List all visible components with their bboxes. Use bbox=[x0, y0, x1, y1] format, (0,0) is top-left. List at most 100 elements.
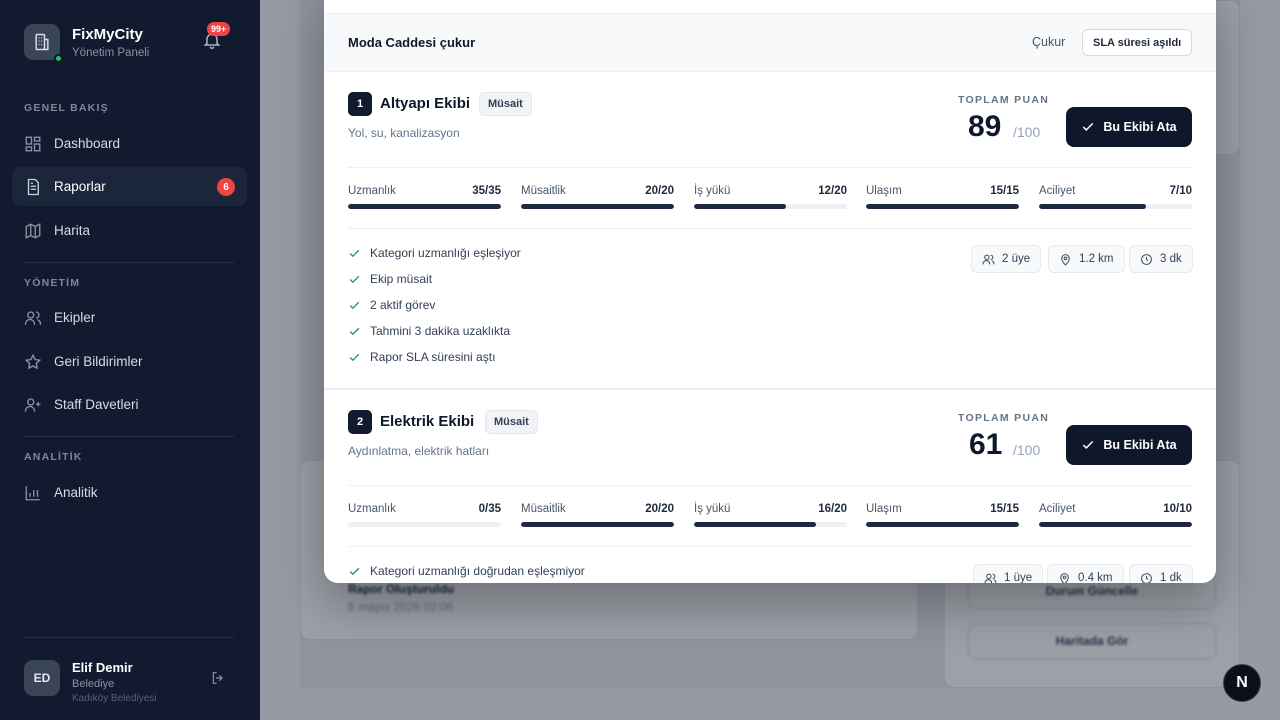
sidebar-item-label: Dashboard bbox=[54, 136, 121, 151]
sidebar-item-feedback[interactable]: Geri Bildirimler bbox=[12, 342, 247, 381]
metric-name: Ulaşım bbox=[866, 503, 902, 515]
check-icon bbox=[349, 327, 360, 335]
divider bbox=[24, 262, 234, 263]
users-icon bbox=[984, 573, 997, 583]
notification-badge: 99+ bbox=[207, 22, 231, 36]
metric-value: 10/10 bbox=[1163, 503, 1192, 515]
progress-bar bbox=[694, 204, 847, 209]
check-icon bbox=[349, 275, 360, 283]
metric-name: Uzmanlık bbox=[348, 185, 396, 197]
check-icon bbox=[349, 249, 360, 257]
availability-badge: Müsait bbox=[485, 410, 538, 434]
brand[interactable]: FixMyCity Yönetim Paneli bbox=[24, 24, 150, 63]
sidebar-item-label: Geri Bildirimler bbox=[54, 354, 143, 369]
metric-value: 20/20 bbox=[645, 185, 674, 197]
assign-team-button[interactable]: Bu Ekibi Ata bbox=[1066, 425, 1192, 465]
progress-bar bbox=[521, 522, 674, 527]
users-icon bbox=[982, 254, 995, 264]
reason-item: Ekip müsait bbox=[348, 272, 432, 286]
map-pin-icon bbox=[1061, 253, 1070, 266]
score-label: TOPLAM PUAN bbox=[958, 412, 1050, 424]
sidebar-item-reports[interactable]: Raporlar 6 bbox=[12, 167, 247, 206]
reason-text: Kategori uzmanlığı doğrudan eşleşmiyor bbox=[370, 564, 585, 578]
users-icon bbox=[24, 310, 42, 325]
eta-chip: 1 dk bbox=[1129, 564, 1193, 583]
team-description: Aydınlatma, elektrik hatları bbox=[348, 444, 490, 458]
check-icon bbox=[1083, 440, 1094, 449]
rank-badge: 2 bbox=[348, 410, 372, 434]
progress-bar bbox=[694, 522, 847, 527]
background-status-title: Rapor Oluşturuldu bbox=[348, 582, 454, 596]
metric-name: Ulaşım bbox=[866, 185, 902, 197]
sidebar-item-staff-invites[interactable]: Staff Davetleri bbox=[12, 385, 247, 424]
user-profile[interactable]: ED Elif Demir Belediye Kadıköy Belediyes… bbox=[24, 660, 157, 704]
sidebar-item-map[interactable]: Harita bbox=[12, 211, 247, 250]
reason-text: Tahmini 3 dakika uzaklıkta bbox=[370, 324, 511, 338]
sidebar-item-dashboard[interactable]: Dashboard bbox=[12, 124, 247, 163]
reason-text: Kategori uzmanlığı eşleşiyor bbox=[370, 246, 521, 260]
progress-bar bbox=[866, 204, 1019, 209]
metric-name: Müsaitlik bbox=[521, 185, 566, 197]
progress-bar-fill bbox=[1039, 204, 1147, 209]
clock-icon bbox=[1141, 253, 1152, 265]
metric-name: Aciliyet bbox=[1039, 503, 1076, 515]
divider bbox=[348, 228, 1192, 229]
metric-name: İş yükü bbox=[694, 185, 731, 197]
reason-item: 2 aktif görev bbox=[348, 298, 435, 312]
metric-name: İş yükü bbox=[694, 503, 731, 515]
reason-text: 2 aktif görev bbox=[370, 298, 436, 312]
logout-icon[interactable] bbox=[210, 670, 228, 688]
check-icon bbox=[1083, 122, 1094, 131]
eta-text: 1 dk bbox=[1160, 572, 1182, 583]
floating-action-button[interactable]: N bbox=[1223, 664, 1261, 702]
brand-subtitle: Yönetim Paneli bbox=[72, 46, 150, 59]
check-icon bbox=[349, 353, 360, 361]
online-indicator bbox=[54, 54, 63, 63]
assign-team-button[interactable]: Bu Ekibi Ata bbox=[1066, 107, 1192, 147]
availability-badge: Müsait bbox=[479, 92, 532, 116]
sidebar-item-label: Analitik bbox=[54, 485, 98, 500]
sidebar-item-label: Staff Davetleri bbox=[54, 397, 139, 412]
divider bbox=[24, 637, 234, 638]
metric-value: 20/20 bbox=[645, 503, 674, 515]
report-header: Moda Caddesi çukur Çukur SLA süresi aşıl… bbox=[324, 13, 1216, 72]
progress-bar bbox=[348, 204, 501, 209]
background-status-date: 8 mayıs 2026 02:06 bbox=[348, 600, 454, 614]
sidebar-item-label: Harita bbox=[54, 223, 91, 238]
distance-text: 0.4 km bbox=[1078, 572, 1113, 583]
sidebar-item-label: Raporlar bbox=[54, 179, 106, 194]
sidebar-item-label: Ekipler bbox=[54, 310, 96, 325]
user-org: Kadıköy Belediyesi bbox=[72, 693, 157, 704]
metric-value: 0/35 bbox=[478, 503, 501, 515]
sla-badge: SLA süresi aşıldı bbox=[1082, 29, 1193, 56]
metric-name: Aciliyet bbox=[1039, 185, 1076, 197]
members-text: 2 üye bbox=[1002, 253, 1031, 265]
progress-bar-fill bbox=[521, 204, 674, 209]
members-chip: 2 üye bbox=[971, 245, 1042, 273]
score-max: /100 bbox=[1013, 442, 1041, 458]
progress-bar-fill bbox=[348, 204, 501, 209]
divider bbox=[348, 546, 1192, 547]
progress-bar bbox=[348, 522, 501, 527]
progress-bar-fill bbox=[521, 522, 674, 527]
view-map-button[interactable]: Haritada Gör bbox=[968, 623, 1216, 659]
eta-chip: 3 dk bbox=[1129, 245, 1193, 273]
check-icon bbox=[349, 567, 360, 575]
avatar: ED bbox=[24, 660, 60, 696]
team-separator bbox=[324, 388, 1216, 390]
section-analytics: ANALİTİK bbox=[24, 451, 83, 463]
total-score: 89 bbox=[968, 110, 1002, 143]
sidebar-item-analytics[interactable]: Analitik bbox=[12, 473, 247, 512]
team-card: 1 Altyapı Ekibi Müsait Yol, su, kanaliza… bbox=[324, 72, 1216, 388]
metric-value: 16/20 bbox=[818, 503, 847, 515]
clock-icon bbox=[1141, 572, 1152, 583]
metric-value: 15/15 bbox=[990, 185, 1019, 197]
assign-team-modal: Moda Caddesi çukur Çukur SLA süresi aşıl… bbox=[324, 0, 1216, 583]
building-icon bbox=[24, 24, 63, 63]
members-chip: 1 üye bbox=[973, 564, 1044, 583]
progress-bar-fill bbox=[1039, 522, 1192, 527]
document-icon bbox=[27, 178, 39, 195]
report-title: Moda Caddesi çukur bbox=[348, 35, 476, 50]
sidebar-item-teams[interactable]: Ekipler bbox=[12, 298, 247, 337]
divider bbox=[348, 485, 1192, 486]
